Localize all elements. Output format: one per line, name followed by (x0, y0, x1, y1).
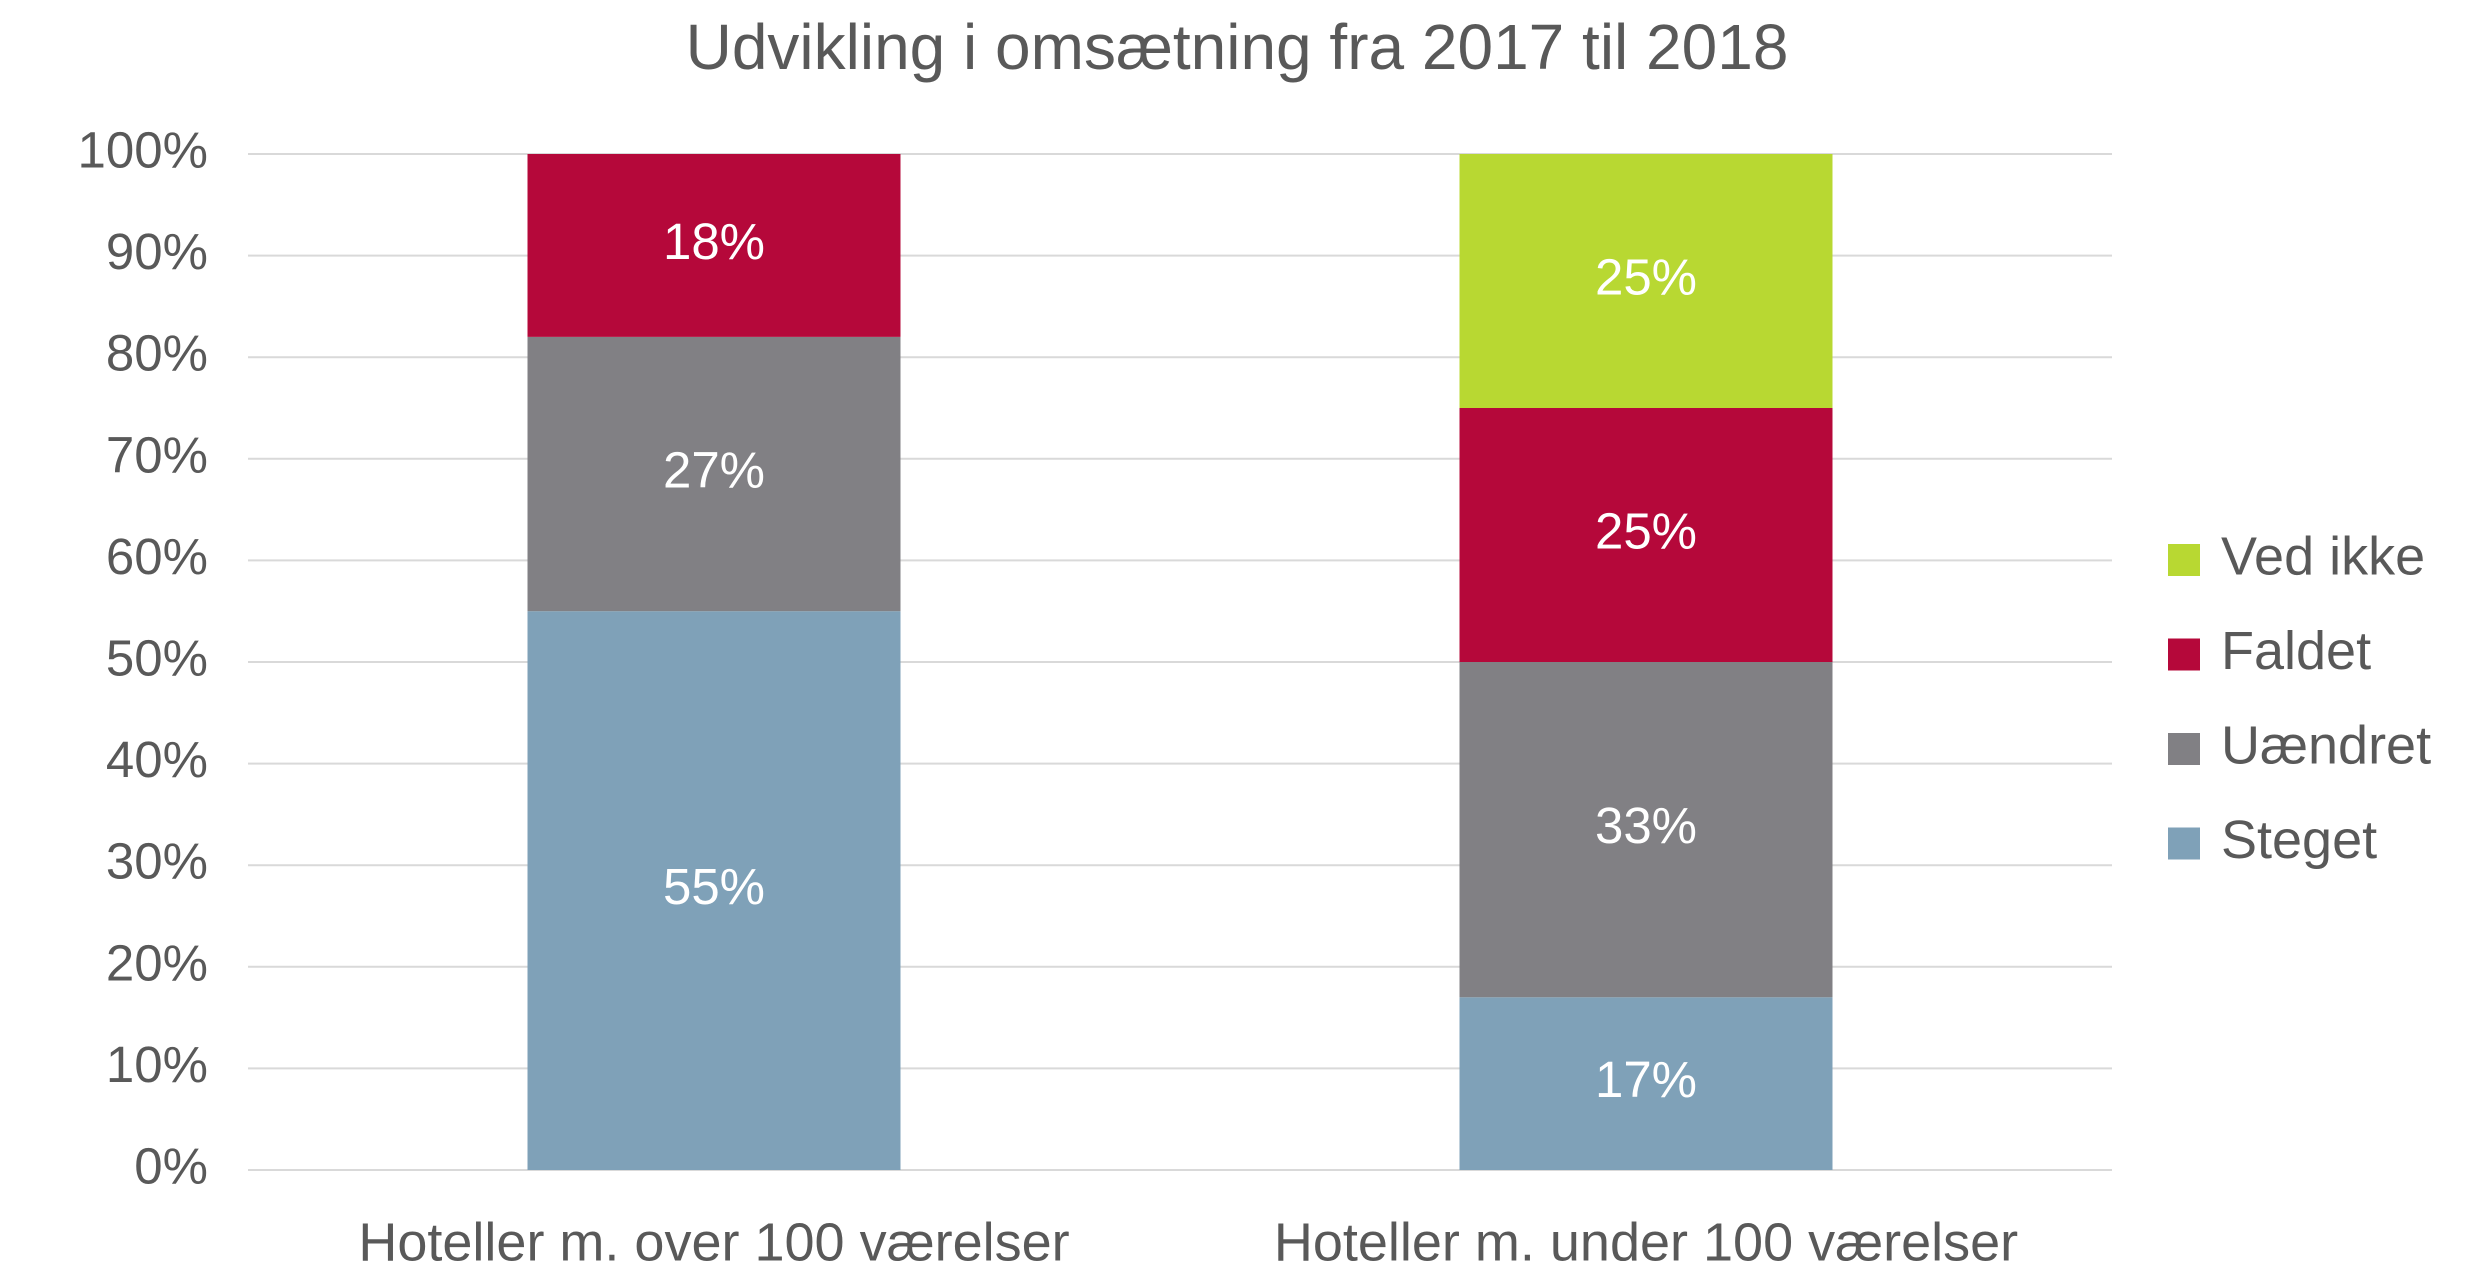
legend-swatch (2168, 827, 2200, 860)
legend-label: Ved ikke (2221, 526, 2425, 586)
y-tick-label: 20% (106, 934, 208, 991)
legend-swatch (2168, 544, 2200, 576)
y-tick-label: 80% (106, 325, 208, 382)
y-tick-label: 10% (106, 1036, 208, 1093)
bar-segment (527, 154, 901, 337)
legend-label: Steget (2221, 810, 2377, 870)
data-label: 18% (663, 213, 765, 270)
y-tick-label: 0% (134, 1137, 208, 1194)
data-label: 33% (1595, 797, 1697, 854)
data-label: 25% (1595, 502, 1697, 559)
data-label: 17% (1595, 1051, 1697, 1108)
data-label: 27% (663, 442, 765, 499)
y-tick-label: 70% (106, 426, 208, 483)
y-tick-label: 60% (106, 528, 208, 585)
legend-label: Uændret (2221, 715, 2431, 775)
legend-swatch (2168, 638, 2200, 671)
x-tick-label: Hoteller m. under 100 værelser (1274, 1212, 2018, 1261)
legend-swatch (2168, 733, 2200, 765)
y-tick-label: 50% (106, 629, 208, 686)
chart-title: Udvikling i omsætning fra 2017 til 2018 (686, 11, 1789, 83)
data-label: 55% (663, 858, 765, 915)
y-tick-label: 100% (78, 121, 208, 178)
bar-segment (1459, 997, 1833, 1170)
x-tick-label: Hoteller m. over 100 værelser (358, 1212, 1069, 1261)
bar-segment (1459, 154, 1833, 408)
data-label: 25% (1595, 248, 1697, 305)
y-tick-label: 90% (106, 223, 208, 280)
y-tick-label: 40% (106, 731, 208, 788)
legend-label: Faldet (2221, 621, 2371, 681)
bar-segment (527, 336, 901, 612)
bar-segment (1459, 662, 1833, 998)
y-tick-label: 30% (106, 833, 208, 890)
bar-segment (527, 611, 901, 1170)
bar-segment (1459, 408, 1833, 662)
